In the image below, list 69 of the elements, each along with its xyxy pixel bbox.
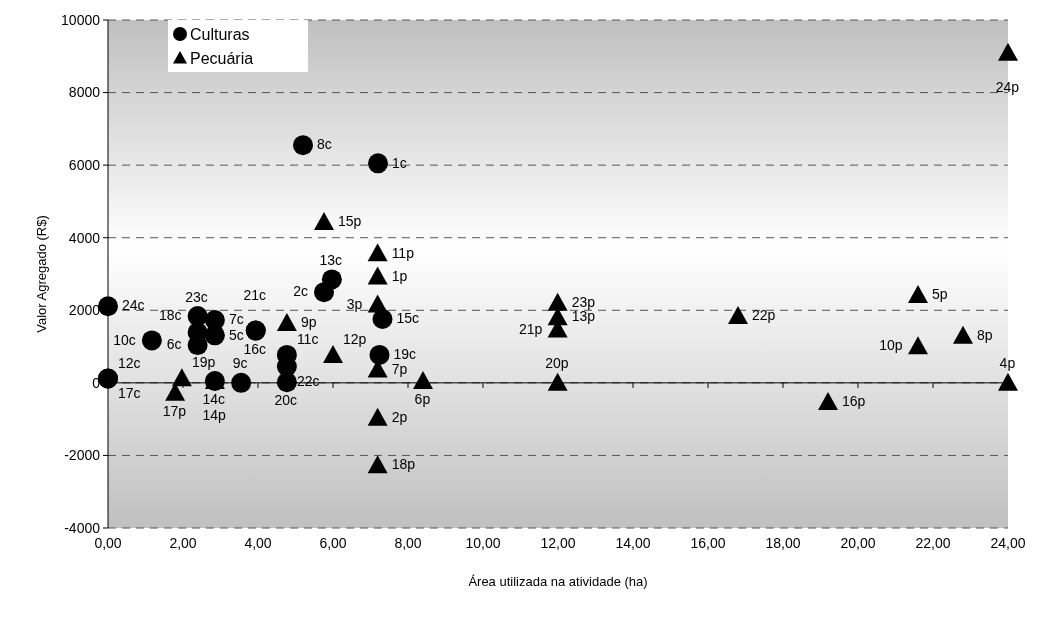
y-tick-label: -4000 [64, 519, 101, 536]
annotation: 20c [274, 392, 298, 409]
annotation: 5c [228, 326, 244, 343]
annotation: 19c [393, 346, 417, 363]
y-tick-label: 0 [92, 374, 101, 391]
annotation: 11c [296, 331, 319, 348]
annotation: 7p [391, 360, 408, 377]
x-tick-label: 2,00 [169, 535, 197, 551]
y-tick-label: -2000 [64, 447, 101, 464]
x-tick-label: 12,00 [540, 535, 576, 551]
annotation: 23p [571, 293, 596, 310]
x-tick-label: 20,00 [840, 535, 876, 551]
x-tick-label: 16,00 [690, 535, 726, 551]
annotation: 8c [317, 136, 332, 153]
annotation: 19p [191, 354, 216, 371]
annotation: 20p [545, 355, 569, 372]
annotation: 23c [185, 288, 208, 305]
annotation: 12p [343, 331, 367, 348]
annotation: 24c [122, 297, 145, 314]
annotation: 14c [202, 391, 226, 408]
annotation: 21p [518, 320, 543, 337]
annotation: 2c [293, 283, 308, 300]
annotation: 12c [118, 354, 141, 371]
legend-label: Pecuária [190, 49, 254, 67]
x-tick-label: 10,00 [465, 535, 501, 551]
legend-label: Culturas [190, 25, 250, 43]
annotation: 18p [391, 456, 416, 473]
annotation: 18c [158, 307, 182, 324]
x-tick-label: 0,00 [94, 535, 122, 551]
x-tick-label: 14,00 [615, 535, 651, 551]
x-tick-label: 18,00 [765, 535, 801, 551]
annotation: 15p [338, 213, 362, 230]
annotation: 17p [162, 402, 187, 419]
annotation: 16c [243, 340, 266, 357]
y-tick-label: 6000 [68, 157, 101, 174]
annotation: 7c [228, 311, 244, 328]
annotation: 2p [391, 408, 408, 425]
x-tick-label: 6,00 [319, 535, 347, 551]
annotation: 9p [300, 314, 317, 331]
annotation: 24p [995, 78, 1020, 95]
annotation: 4p [999, 355, 1016, 372]
annotation: 22p [752, 307, 776, 324]
y-axis-title: Valor Agregado (R$) [34, 215, 49, 333]
annotation: 15c [396, 310, 420, 327]
annotation: 1p [391, 267, 408, 284]
y-tick-label: 4000 [68, 229, 101, 246]
annotation: 10c [113, 331, 136, 348]
x-tick-label: 8,00 [394, 535, 422, 551]
annotation: 10p [879, 337, 903, 354]
annotation: 11p [391, 244, 415, 261]
annotation: 16p [842, 393, 866, 410]
y-tick-label: 2000 [68, 302, 101, 319]
annotation: 13c [319, 251, 343, 268]
annotation: 3p [346, 295, 363, 312]
annotation: 14p [202, 407, 227, 424]
x-tick-label: 4,00 [244, 535, 272, 551]
annotation: 6p [414, 391, 431, 408]
annotation: 9c [232, 355, 248, 372]
x-tick-label: 24,00 [990, 535, 1026, 551]
annotation: 17c [118, 384, 141, 401]
annotation: 8p [977, 326, 993, 343]
annotation: 1c [392, 154, 407, 171]
x-axis-title: Área utilizada na atividade (ha) [468, 574, 648, 589]
annotation: 6c [166, 336, 182, 353]
x-tick-label: 22,00 [915, 535, 951, 551]
annotation: 5p [932, 286, 948, 303]
y-tick-label: 8000 [68, 84, 101, 101]
y-tick-label: 10000 [61, 11, 101, 28]
annotation: 21c [243, 286, 266, 303]
